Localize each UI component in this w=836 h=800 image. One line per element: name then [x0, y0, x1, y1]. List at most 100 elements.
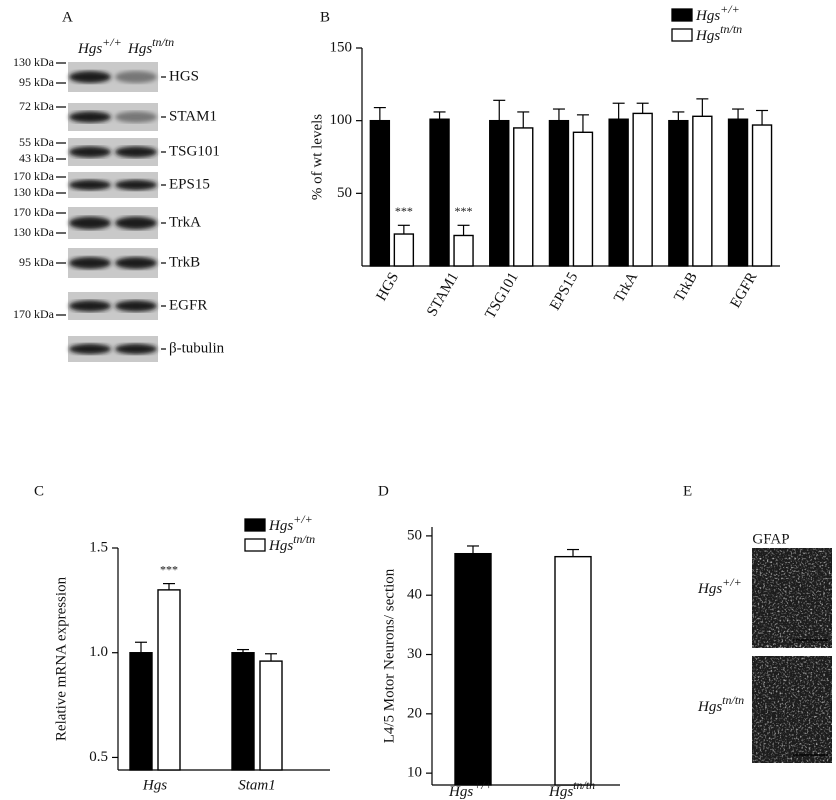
protein-label: TrkB [169, 254, 200, 270]
y-axis-label: % of wt levels [309, 114, 325, 200]
legend-swatch [671, 28, 693, 42]
bar [369, 119, 391, 267]
panel-label: B [320, 9, 330, 25]
y-tick-label: 1.0 [89, 644, 108, 660]
panel-label: A [62, 9, 73, 25]
significance: *** [395, 204, 413, 218]
marker-label: 55 kDa [19, 135, 55, 149]
x-tick-label: STAM1 [424, 270, 462, 320]
bar [513, 127, 534, 267]
bar [489, 119, 510, 267]
x-tick-label: HGS [373, 270, 402, 304]
marker-label: 130 kDa [13, 225, 55, 239]
bar [751, 124, 773, 267]
lane-label: Hgs+/+ [77, 35, 122, 58]
blot-band [69, 216, 111, 230]
y-axis-label: L4/5 Motor Neurons/ section [381, 568, 397, 743]
x-tick-label: TrkA [611, 270, 641, 306]
bar [259, 660, 283, 771]
blot-band [69, 71, 111, 83]
y-tick-label: 150 [330, 39, 353, 55]
protein-label: HGS [169, 68, 199, 84]
bar [572, 131, 594, 267]
marker-label: 43 kDa [19, 151, 55, 165]
x-tick-label: Hgstn/tn [548, 778, 595, 800]
bar [454, 552, 492, 786]
marker-label: 130 kDa [13, 55, 55, 69]
bar [429, 118, 450, 267]
y-tick-label: 10 [407, 765, 422, 781]
y-tick-label: 100 [330, 112, 353, 128]
x-tick-label: Hgs [142, 777, 167, 793]
significance: *** [455, 204, 473, 218]
legend-swatch [244, 538, 266, 552]
blot-band [69, 111, 111, 123]
row-label: Hgstn/tn [697, 693, 744, 716]
y-tick-label: 0.5 [89, 749, 108, 765]
y-tick-label: 40 [407, 587, 422, 603]
marker-label: 170 kDa [13, 205, 55, 219]
blot-band [115, 179, 157, 191]
x-tick-label: TrkB [671, 270, 700, 305]
bar [692, 115, 713, 267]
x-tick-label: TSG101 [482, 270, 521, 322]
bar [554, 555, 592, 786]
protein-label: TrkA [169, 214, 201, 230]
legend-label: Hgstn/tn [268, 532, 315, 555]
protein-label: TSG101 [169, 143, 220, 159]
protein-label: EPS15 [169, 176, 210, 192]
y-axis-label: Relative mRNA expression [53, 576, 69, 741]
legend-label: Hgs+/+ [268, 512, 313, 535]
lane-label: Hgstn/tn [127, 35, 174, 58]
blot-band [115, 300, 157, 312]
legend-swatch [244, 518, 266, 532]
y-tick-label: 50 [337, 185, 352, 201]
bar [668, 119, 689, 267]
blot-band [69, 179, 111, 191]
stain-label: GFAP [752, 531, 789, 547]
marker-label: 130 kDa [13, 185, 55, 199]
y-tick-label: 1.5 [89, 539, 108, 555]
blot-band [69, 257, 111, 269]
blot-band [115, 146, 157, 158]
y-tick-label: 20 [407, 705, 422, 721]
blot-band [69, 300, 111, 312]
x-tick-label: EGFR [727, 270, 760, 311]
panel-label: E [683, 483, 692, 499]
bar [727, 118, 749, 267]
protein-label: EGFR [169, 297, 207, 313]
blot-band [115, 343, 157, 355]
x-tick-label: EPS15 [547, 270, 581, 313]
panel-label: C [34, 483, 44, 499]
y-tick-label: 30 [407, 646, 422, 662]
legend-swatch [671, 8, 693, 22]
blot-band [115, 71, 157, 83]
bar [231, 652, 255, 771]
marker-label: 170 kDa [13, 307, 55, 321]
row-label: Hgs+/+ [697, 575, 742, 598]
significance: *** [160, 562, 178, 576]
marker-label: 72 kDa [19, 99, 55, 113]
bar [608, 118, 629, 267]
blot-band [115, 216, 157, 230]
bar [129, 652, 153, 771]
marker-label: 170 kDa [13, 169, 55, 183]
x-tick-label: Stam1 [238, 777, 276, 793]
blot-band [115, 257, 157, 269]
micrograph-texture [752, 548, 832, 648]
blot-band [69, 146, 111, 158]
micrograph-texture [752, 656, 832, 763]
bar [453, 234, 474, 267]
blot-band [69, 343, 111, 355]
bar [157, 589, 181, 771]
legend-label: Hgs+/+ [695, 2, 740, 25]
bar [393, 233, 415, 267]
bar [548, 119, 570, 267]
marker-label: 95 kDa [19, 255, 55, 269]
protein-label: STAM1 [169, 108, 217, 124]
marker-label: 95 kDa [19, 75, 55, 89]
bar [632, 112, 653, 267]
protein-label: β-tubulin [169, 340, 225, 356]
legend-label: Hgstn/tn [695, 22, 742, 45]
